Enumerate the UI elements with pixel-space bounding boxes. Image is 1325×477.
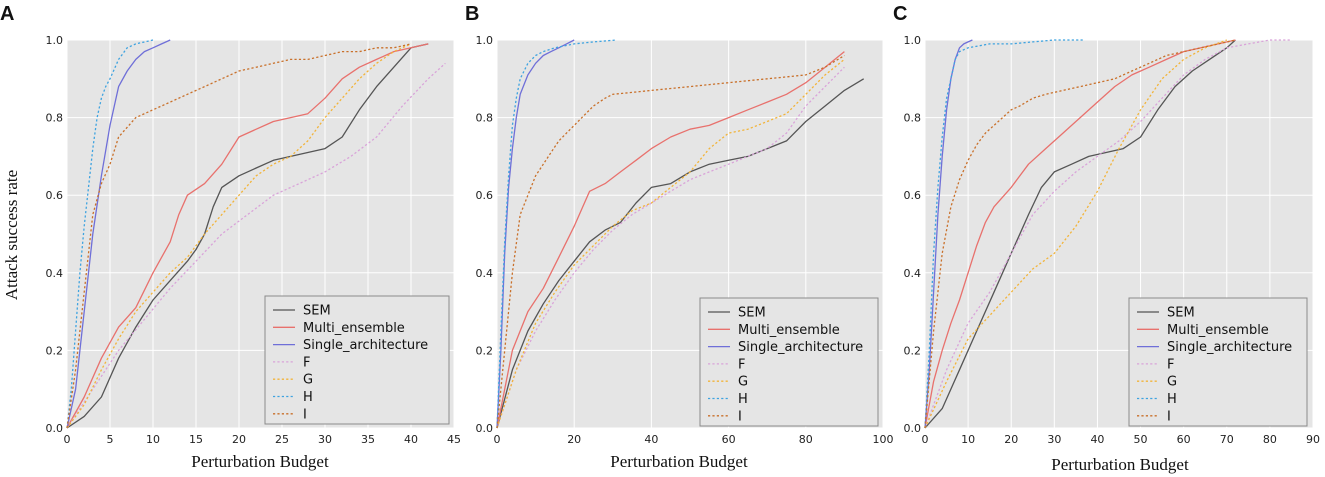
series-line-single-architecture	[496, 39, 575, 429]
y-tick-label: 0.2	[904, 344, 922, 357]
series-line-g	[66, 43, 412, 429]
y-tick-label: 1.0	[476, 34, 494, 47]
x-axis-label: Perturbation Budget	[610, 452, 748, 471]
legend-label: G	[303, 373, 313, 388]
series-line-h	[496, 39, 617, 429]
panel-letter: A	[0, 3, 14, 25]
series-line-multi-ensemble	[496, 51, 845, 429]
legend-label: Single_architecture	[1167, 340, 1292, 355]
legend-label: F	[303, 355, 310, 370]
series-line-sem	[496, 78, 865, 429]
series-line-multi-ensemble	[66, 43, 429, 429]
series-line-f	[496, 66, 845, 429]
series-line-h	[66, 39, 154, 429]
panel-letter: B	[465, 3, 479, 25]
legend-label: G	[738, 375, 748, 390]
x-tick-label: 20	[567, 433, 581, 446]
series-line-i	[496, 54, 845, 429]
y-tick-label: 0.8	[46, 112, 64, 125]
x-tick-label: 5	[107, 433, 114, 446]
legend-label: H	[1167, 392, 1177, 407]
legend-label: H	[738, 392, 748, 407]
legend-label: Multi_ensemble	[303, 321, 405, 336]
series-line-multi-ensemble	[924, 39, 1236, 429]
x-tick-label: 40	[1090, 433, 1104, 446]
legend-box	[699, 297, 879, 427]
legend-label: G	[1167, 375, 1177, 390]
y-tick-label: 0.0	[46, 422, 64, 435]
legend-label: SEM	[303, 304, 331, 319]
x-tick-label: 100	[873, 433, 894, 446]
series-line-single-architecture	[66, 39, 171, 429]
x-tick-label: 90	[1306, 433, 1320, 446]
legend-label: I	[303, 407, 307, 422]
x-tick-label: 10	[961, 433, 975, 446]
y-tick-label: 0.6	[476, 189, 494, 202]
legend-label: F	[1167, 357, 1174, 372]
x-tick-label: 40	[404, 433, 418, 446]
y-tick-label: 0.8	[904, 112, 922, 125]
x-tick-label: 60	[722, 433, 736, 446]
series-line-sem	[924, 39, 1236, 429]
y-tick-label: 0.2	[476, 344, 494, 357]
x-tick-label: 35	[361, 433, 375, 446]
legend-label: F	[738, 357, 745, 372]
y-tick-label: 0.4	[904, 267, 922, 280]
y-tick-label: 0.6	[46, 189, 64, 202]
x-tick-label: 15	[189, 433, 203, 446]
x-tick-label: 25	[275, 433, 289, 446]
panel-letter: C	[893, 3, 907, 25]
series-line-i	[924, 39, 1236, 429]
x-tick-label: 30	[318, 433, 332, 446]
legend-label: SEM	[738, 306, 766, 321]
x-tick-label: 30	[1047, 433, 1061, 446]
x-tick-label: 80	[799, 433, 813, 446]
legend-label: SEM	[1167, 306, 1195, 321]
x-tick-label: 0	[922, 433, 929, 446]
x-axis-label: Perturbation Budget	[191, 452, 329, 471]
legend-label: I	[738, 409, 742, 424]
panel-c: C 0.0 0.2 0.4 0.6 0.8 1.0 0 10 20 30 40 50 60 70 80 90 S…	[893, 3, 1320, 474]
x-axis-label: Perturbation Budget	[1051, 455, 1189, 474]
x-tick-label: 70	[1220, 433, 1234, 446]
series-line-single-architecture	[924, 39, 973, 429]
x-tick-label: 80	[1263, 433, 1277, 446]
x-tick-label: 60	[1177, 433, 1191, 446]
y-tick-label: 0.6	[904, 189, 922, 202]
y-tick-label: 1.0	[46, 34, 64, 47]
x-tick-label: 0	[64, 433, 71, 446]
legend-label: Single_architecture	[303, 338, 428, 353]
legend-box	[264, 295, 450, 425]
y-tick-label: 1.0	[904, 34, 922, 47]
y-tick-label: 0.4	[476, 267, 494, 280]
y-tick-label: 0.4	[46, 267, 64, 280]
y-tick-label: 0.2	[46, 344, 64, 357]
x-tick-label: 50	[1134, 433, 1148, 446]
panel-b: B 0.0 0.2 0.4 0.6 0.8 1.0 0 20 40 60 80 100 SEM Multi…	[465, 3, 894, 471]
y-tick-label: 0.8	[476, 112, 494, 125]
x-tick-label: 10	[146, 433, 160, 446]
x-tick-label: 40	[644, 433, 658, 446]
x-tick-label: 0	[494, 433, 501, 446]
panel-a: A 0.0 0.2 0.4 0.6 0.8 1.0 0 5 10 15 20 25 30 35 40 45 SE…	[0, 3, 461, 471]
x-tick-label: 20	[232, 433, 246, 446]
legend-label: Single_architecture	[738, 340, 863, 355]
x-tick-label: 45	[447, 433, 461, 446]
legend-label: H	[303, 390, 313, 405]
legend-label: Multi_ensemble	[738, 323, 840, 338]
x-tick-label: 20	[1004, 433, 1018, 446]
legend-label: Multi_ensemble	[1167, 323, 1269, 338]
y-tick-label: 0.0	[904, 422, 922, 435]
legend-box	[1128, 297, 1308, 427]
y-tick-label: 0.0	[476, 422, 494, 435]
series-line-h	[924, 39, 1085, 429]
y-axis-label: Attack success rate	[2, 170, 21, 300]
series-line-f	[924, 39, 1292, 429]
series-line-g	[924, 39, 1228, 429]
legend-label: I	[1167, 409, 1171, 424]
